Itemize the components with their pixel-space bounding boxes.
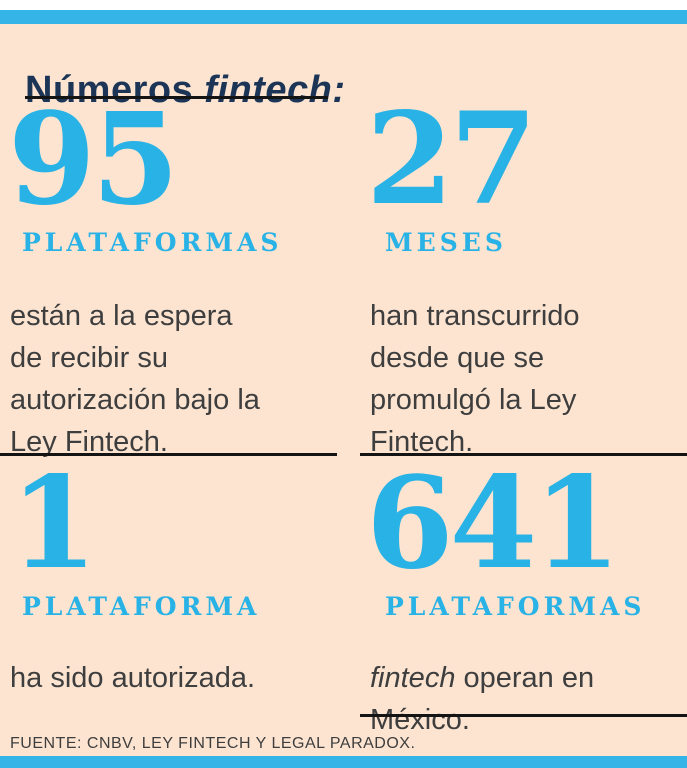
stat-desc-platforms-operating: fintech operan en México. <box>370 657 675 741</box>
page-title: Números fintech: <box>25 69 346 112</box>
stat-value-months-elapsed: 27 <box>366 85 537 233</box>
peach-background <box>0 24 687 756</box>
top-accent-bar <box>0 10 687 24</box>
stat-value-platforms-waiting: 95 <box>8 85 179 233</box>
stat-label-platforms-waiting: PLATAFORMAS <box>22 228 283 257</box>
bottom-rule-right <box>360 714 687 717</box>
title-underline <box>25 96 328 99</box>
row-separator-right <box>360 453 687 456</box>
stat-desc-platforms-operating-rest: operan en México. <box>370 662 595 736</box>
stat-value-platforms-operating: 641 <box>366 449 621 597</box>
row-separator-left <box>0 453 337 456</box>
stat-desc-months-elapsed: han transcurrido desde que se promulgó l… <box>370 300 580 458</box>
page-title-italic: fintech: <box>204 69 346 112</box>
stat-desc-platform-authorized: ha sido autorizada. <box>10 662 256 694</box>
page-title-regular: Números <box>25 69 205 112</box>
stat-value-platform-authorized: 1 <box>10 449 98 597</box>
stat-label-platform-authorized: PLATAFORMA <box>22 592 261 621</box>
source-note: FUENTE: CNBV, LEY FINTECH Y LEGAL PARADO… <box>10 735 416 752</box>
bottom-accent-bar <box>0 756 687 768</box>
stat-label-months-elapsed: MESES <box>385 228 507 257</box>
stat-desc-fintech-italic: fintech <box>370 662 456 694</box>
stat-label-platforms-operating: PLATAFORMAS <box>385 592 646 621</box>
stat-desc-platforms-waiting: están a la espera de recibir su autoriza… <box>10 300 260 458</box>
